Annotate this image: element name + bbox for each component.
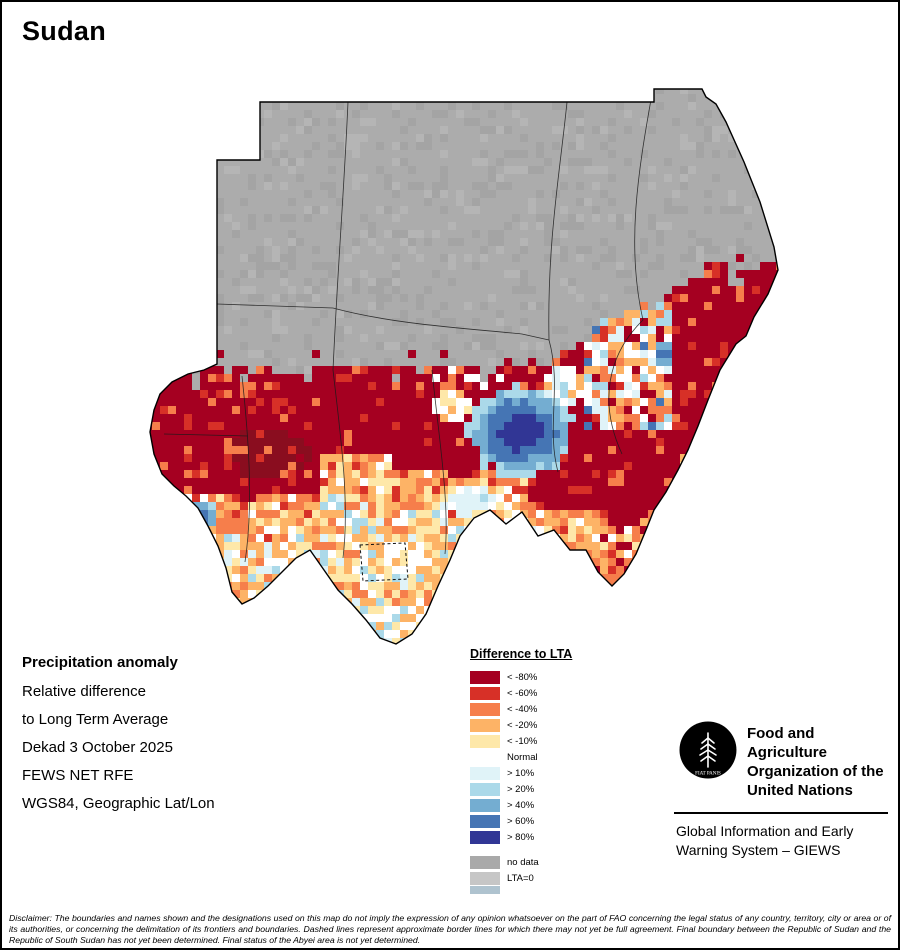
fao-org-name-line: Food and Agriculture [746,725,827,761]
legend-item: < -40% [470,701,572,717]
info-line: to Long Term Average [22,711,169,728]
legend-swatch [470,855,500,869]
admin-boundaries [163,93,653,563]
precipitation-anomaly-map [149,88,779,645]
page-title: Sudan [22,16,107,46]
info-lines: Relative difference to Long Term Average D… [22,683,215,812]
giews-caption-line: Global Information and Early [676,823,854,839]
legend-swatch [470,766,500,780]
legend-items: < -80% < -60% < -40% < -20% < -10% Normal > 10… [470,669,572,845]
fao-org-name-line: United Nations [746,782,853,799]
legend-item: < -60% [470,685,572,701]
legend-swatch [470,734,500,748]
legend-swatch [470,782,500,796]
divider [674,812,888,814]
legend-label: no data [507,856,539,868]
legend-label: < -60% [507,687,538,699]
legend-label: > 60% [507,815,535,827]
giews-caption: Global Information and Early Warning Syst… [676,822,853,860]
legend-swatch [470,670,500,684]
legend-item: > 60% [470,813,572,829]
legend-swatch [470,814,500,828]
fao-block: FIAT PANIS Food and Agriculture Organizat… [678,720,898,800]
legend-label: < -20% [507,719,538,731]
abyei-dashed-boundary [359,542,409,582]
legend-item: < -80% [470,669,572,685]
giews-caption-line: Warning System – GIEWS [676,842,841,858]
legend-swatch [470,830,500,844]
legend-swatch [470,702,500,716]
legend-item: > 40% [470,797,572,813]
info-line: Relative difference [22,683,146,700]
info-line: Dekad 3 October 2025 [22,739,173,756]
legend-item: LTA=0 [470,870,572,886]
map-info-block: Precipitation anomaly Relative differenc… [22,654,215,823]
fao-org-name: Food and Agriculture Organization of the U… [747,720,898,800]
fao-logo-icon: FIAT PANIS [679,721,737,779]
legend-title: Difference to LTA [470,647,573,661]
legend-label: > 10% [507,767,535,779]
fao-org-name-line: Organization of the [746,763,884,780]
legend-swatch [470,798,500,812]
raster-cells [150,89,778,644]
legend-label: Normal [507,751,538,763]
legend-item: > 10% [470,765,572,781]
legend-item: > 80% [470,829,572,845]
legend-item: < -20% [470,717,572,733]
info-line: FEWS NET RFE [22,767,134,784]
legend-swatch [470,750,500,764]
info-line: WGS84, Geographic Lat/Lon [22,795,215,812]
legend-swatch [470,718,500,732]
legend-swatch [470,886,500,894]
wheat-icon [699,732,717,768]
legend-item: < -10% [470,733,572,749]
legend: Difference to LTA < -80% < -60% < -40% < -2… [470,647,572,894]
fao-logo-motto: FIAT PANIS [695,771,721,776]
legend-label: < -80% [507,671,538,683]
legend-item: Normal [470,749,572,765]
legend-label: < -10% [507,735,538,747]
legend-label: < -40% [507,703,538,715]
country-outline [149,88,779,645]
info-heading: Precipitation anomaly [22,654,178,671]
legend-extra-items: no data LTA=0 [470,854,572,894]
legend-label: > 40% [507,799,535,811]
legend-item [470,886,572,894]
legend-swatch [470,871,500,885]
legend-label: LTA=0 [507,872,534,884]
legend-item: > 20% [470,781,572,797]
disclaimer-text: Disclaimer: The boundaries and names sho… [9,912,891,945]
legend-label: > 80% [507,831,535,843]
legend-label: > 20% [507,783,535,795]
legend-item: no data [470,854,572,870]
legend-swatch [470,686,500,700]
